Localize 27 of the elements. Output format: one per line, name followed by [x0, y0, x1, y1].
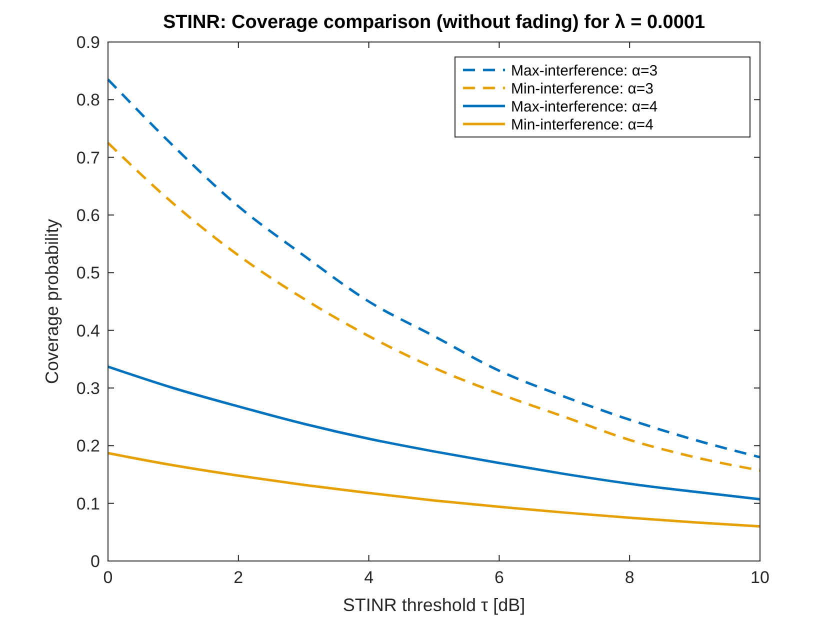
x-tick-label: 8	[624, 568, 634, 587]
line-series	[106, 365, 762, 501]
x-axis-title: STINR threshold τ [dB]	[342, 595, 526, 615]
y-tick-label: 0.9	[76, 32, 100, 52]
legend-label: Min-interference: α=3	[511, 80, 654, 98]
line-series	[106, 452, 762, 528]
x-tick-label: 2	[234, 568, 244, 587]
y-tick-label: 0.8	[76, 90, 100, 110]
y-tick-label: 0.1	[76, 494, 100, 514]
y-tick-label: 0.4	[76, 321, 100, 340]
legend-label: Max-interference: α=3	[511, 62, 658, 80]
chart-title: STINR: Coverage comparison (without fading) for λ = 0.0001	[162, 12, 706, 33]
line-series	[106, 78, 762, 458]
y-tick-label: 0.7	[76, 148, 100, 168]
x-tick-label: 4	[364, 568, 374, 587]
y-tick-label: 0.2	[76, 436, 100, 456]
line-series	[106, 142, 762, 472]
x-tick-label: 0	[103, 568, 113, 587]
y-tick-label: 0.6	[76, 206, 100, 225]
legend-label: Min-interference: α=4	[511, 116, 654, 134]
y-tick-label: 0.5	[76, 264, 100, 283]
legend-label: Max-interference: α=4	[511, 98, 658, 116]
y-axis-title: Coverage probability	[42, 218, 62, 384]
y-tick-label: 0.3	[76, 378, 100, 398]
y-tick-label: 0	[90, 552, 100, 571]
x-tick-label: 6	[494, 568, 504, 587]
x-tick-label: 10	[750, 568, 770, 587]
